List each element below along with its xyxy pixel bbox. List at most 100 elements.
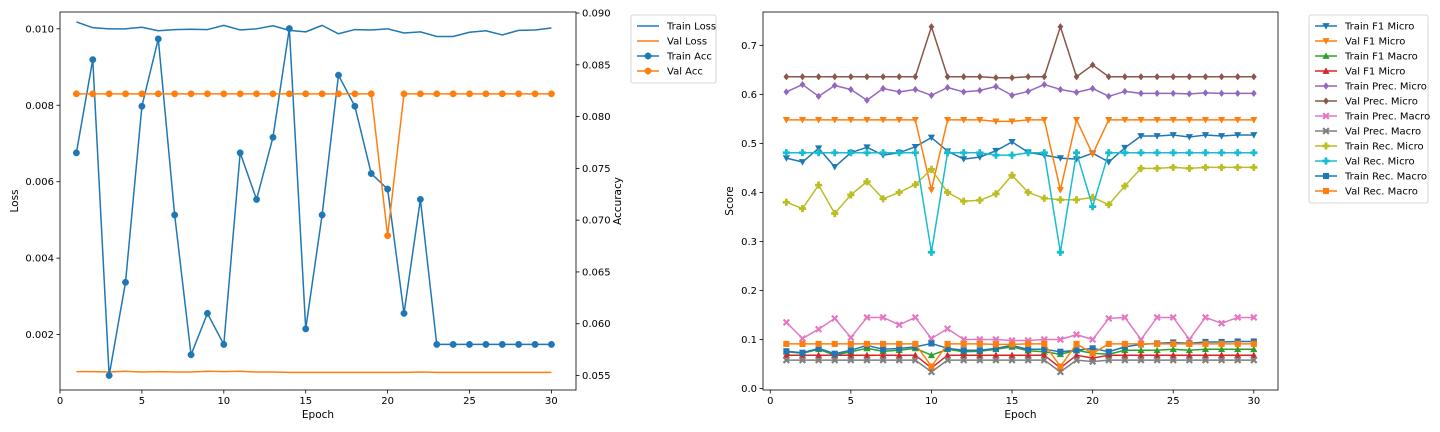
data-point [911, 351, 919, 359]
data-point [1153, 356, 1161, 364]
data-point [992, 151, 1000, 159]
legend-marker [1322, 38, 1330, 45]
data-point [1250, 163, 1258, 172]
data-point [220, 90, 228, 98]
data-point [927, 187, 936, 194]
data-point [1041, 340, 1048, 347]
data-point [1137, 346, 1145, 354]
x-tick-label: 0 [767, 396, 773, 407]
data-point [944, 73, 951, 81]
data-point [367, 170, 375, 178]
data-point [498, 340, 506, 348]
data-point [1201, 351, 1210, 359]
data-point [864, 96, 870, 104]
data-point [1234, 163, 1242, 172]
data-point [831, 209, 839, 218]
data-point [220, 340, 228, 348]
data-point [863, 144, 871, 151]
data-point [1024, 116, 1032, 124]
data-point [1040, 356, 1048, 364]
y-tick-label: 0.010 [25, 24, 54, 35]
data-point [960, 73, 967, 81]
data-point [1169, 163, 1177, 172]
data-point [1009, 91, 1015, 99]
data-point [831, 314, 839, 323]
data-point [815, 149, 823, 157]
data-point [1137, 351, 1145, 359]
data-point [799, 73, 806, 81]
legend-marker [1322, 52, 1330, 59]
y2-tick-label: 0.065 [582, 267, 611, 278]
data-point [879, 313, 887, 322]
data-point [1250, 313, 1258, 322]
data-point [1154, 89, 1160, 97]
data-point [269, 90, 277, 98]
legend-marker [1322, 23, 1330, 30]
data-point [782, 155, 790, 162]
data-point [1234, 73, 1241, 81]
data-point [960, 197, 968, 205]
legend-entry: Val Loss [667, 37, 707, 48]
data-point [72, 149, 80, 157]
data-point [847, 116, 855, 124]
data-point [89, 56, 97, 64]
data-point [960, 340, 967, 347]
data-point [1105, 340, 1112, 347]
y-tick-label: 0.6 [741, 90, 757, 101]
series-val-loss [76, 370, 552, 374]
series-val-acc [72, 90, 555, 240]
data-point [928, 340, 935, 347]
data-point [782, 116, 790, 124]
legend-frame [630, 14, 717, 84]
y-tick-label: 0.1 [741, 335, 757, 346]
data-point [1185, 346, 1193, 354]
data-point [815, 340, 822, 347]
data-point [1024, 188, 1032, 197]
data-point [269, 133, 277, 141]
data-point [1121, 182, 1129, 190]
series-val-f1-micro [782, 351, 1258, 371]
x-tick-label: 5 [139, 396, 145, 407]
data-point [1217, 116, 1226, 124]
series-train-prec-macro [782, 313, 1258, 345]
y2-tick-label: 0.085 [582, 60, 611, 71]
legend-entry: Train Rec. Macro [1344, 172, 1427, 183]
data-point [895, 351, 903, 359]
data-point [367, 90, 375, 98]
data-point [318, 211, 326, 219]
data-point [449, 90, 457, 98]
data-point [911, 149, 919, 157]
data-point [1040, 116, 1048, 124]
y-tick-label: 0.5 [741, 139, 757, 150]
data-point [912, 85, 919, 94]
data-point [798, 356, 807, 364]
data-point [1089, 357, 1097, 366]
data-point [960, 116, 968, 124]
data-point [1089, 193, 1097, 201]
data-point [515, 90, 523, 98]
data-point [1072, 351, 1081, 359]
data-point [1072, 116, 1081, 124]
data-point [187, 351, 195, 359]
y2-axis-label: Accuracy [612, 177, 624, 225]
data-point [1072, 330, 1081, 339]
data-point [89, 90, 97, 98]
data-point [1073, 88, 1080, 97]
data-point [1056, 155, 1064, 162]
data-point [1025, 87, 1032, 96]
data-point [1169, 313, 1177, 322]
data-point [1105, 149, 1113, 157]
data-point [895, 149, 903, 157]
series-val-prec-micro [783, 23, 1257, 82]
legend-entry: Train Rec. Micro [1344, 142, 1424, 153]
data-point [1217, 319, 1226, 327]
data-point [896, 345, 903, 352]
data-point [1089, 84, 1096, 93]
y-axis-label: Loss [9, 189, 21, 212]
data-point [1234, 132, 1242, 139]
data-point [1008, 171, 1016, 179]
data-point [1201, 163, 1210, 172]
legend-entry: Train F1 Micro [1344, 22, 1414, 33]
data-point [799, 340, 806, 347]
data-point [1008, 118, 1016, 125]
